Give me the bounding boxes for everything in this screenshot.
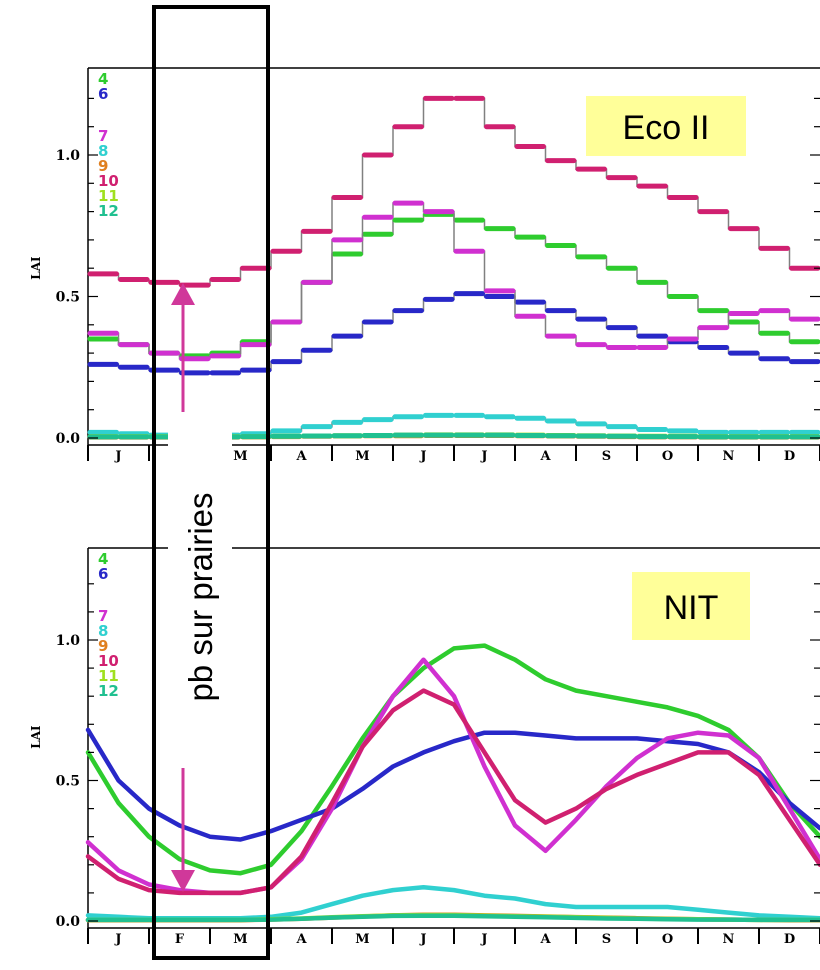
series-4-line: [85, 643, 820, 876]
series-7-riser: [88, 202, 820, 360]
nit-xtick-label: D: [784, 932, 795, 947]
eco2-xtick-label: D: [784, 449, 795, 464]
nit-y-axis-label: LAI: [29, 725, 43, 749]
legend-entry: 6: [98, 565, 108, 583]
nit-xtick-label: M: [233, 932, 247, 947]
eco2-xtick-label: O: [662, 449, 673, 464]
legend-entry: 12: [98, 202, 119, 220]
legend-entry: 11: [98, 667, 119, 685]
prairie-annotation: pb sur prairies: [152, 5, 270, 960]
arrow-down-head: [171, 870, 195, 892]
legend-entry: 8: [98, 142, 108, 160]
nit-tick-layer: 0.0 0.5 1.0 J F M A M J J A S O N D: [56, 583, 820, 947]
eco2-xtick-label: J: [114, 449, 121, 464]
legend-entry: 9: [98, 157, 108, 175]
nit-panel-label-box: [632, 572, 750, 640]
arrow-up-head: [171, 283, 195, 305]
legend-entry: 11: [98, 187, 119, 205]
nit-ytick-label: 0.5: [56, 774, 80, 790]
eco2-panel-label-box: [586, 96, 746, 156]
nit-xtick-label: J: [419, 932, 426, 947]
nit-panel-label: NIT: [664, 589, 719, 627]
legend-entry: 10: [98, 652, 119, 670]
legend-entry: 4: [98, 550, 108, 568]
eco2-panel-label: Eco II: [623, 109, 710, 147]
eco2-xtick-label: J: [419, 449, 426, 464]
nit-ytick-label: 1.0: [56, 633, 81, 649]
legend-entry: 7: [98, 127, 108, 145]
eco2-y-axis-label: LAI: [29, 256, 43, 280]
nit-xtick-label: J: [114, 932, 121, 947]
nit-xtick-label: A: [539, 932, 551, 947]
nit-xtick-label: O: [662, 932, 673, 947]
annotation-text: pb sur prairies: [182, 492, 219, 701]
nit-xtick-label: F: [175, 932, 185, 947]
nit-xtick-label: S: [602, 932, 611, 947]
eco2-xtick-label: N: [723, 449, 735, 464]
legend-entry: 10: [98, 172, 119, 190]
legend-entry: 7: [98, 607, 108, 625]
eco2-xtick-label: M: [233, 449, 247, 464]
eco2-ytick-label: 1.0: [56, 148, 81, 164]
series-6-line: [85, 727, 820, 842]
nit-xtick-label: A: [295, 932, 307, 947]
eco2-ytick-label: 0.0: [56, 431, 81, 447]
eco2-series-layer: [87, 95, 820, 440]
series-12-line: [85, 913, 820, 923]
prairie-highlight-box: [152, 5, 270, 960]
eco2-xtick-label: J: [480, 449, 487, 464]
eco2-ytick-label: 0.5: [56, 290, 80, 306]
legend-entry: 9: [98, 637, 108, 655]
eco2-xtick-label: S: [602, 449, 611, 464]
nit-xtick-label: J: [480, 932, 487, 947]
nit-series-layer: [85, 643, 820, 923]
legend-entry: 6: [98, 85, 108, 103]
eco2-xtick-label: A: [539, 449, 551, 464]
legend-entry: 12: [98, 682, 119, 700]
eco2-xtick-label: M: [355, 449, 369, 464]
legend-entry: 8: [98, 622, 108, 640]
eco2-xtick-label: A: [295, 449, 307, 464]
legend-entry: 4: [98, 70, 108, 88]
series-10-line: [85, 688, 820, 896]
nit-xtick-label: M: [355, 932, 369, 947]
nit-ytick-label: 0.0: [56, 914, 81, 930]
nit-xtick-label: N: [723, 932, 735, 947]
annotation-text-backdrop: [168, 390, 232, 768]
